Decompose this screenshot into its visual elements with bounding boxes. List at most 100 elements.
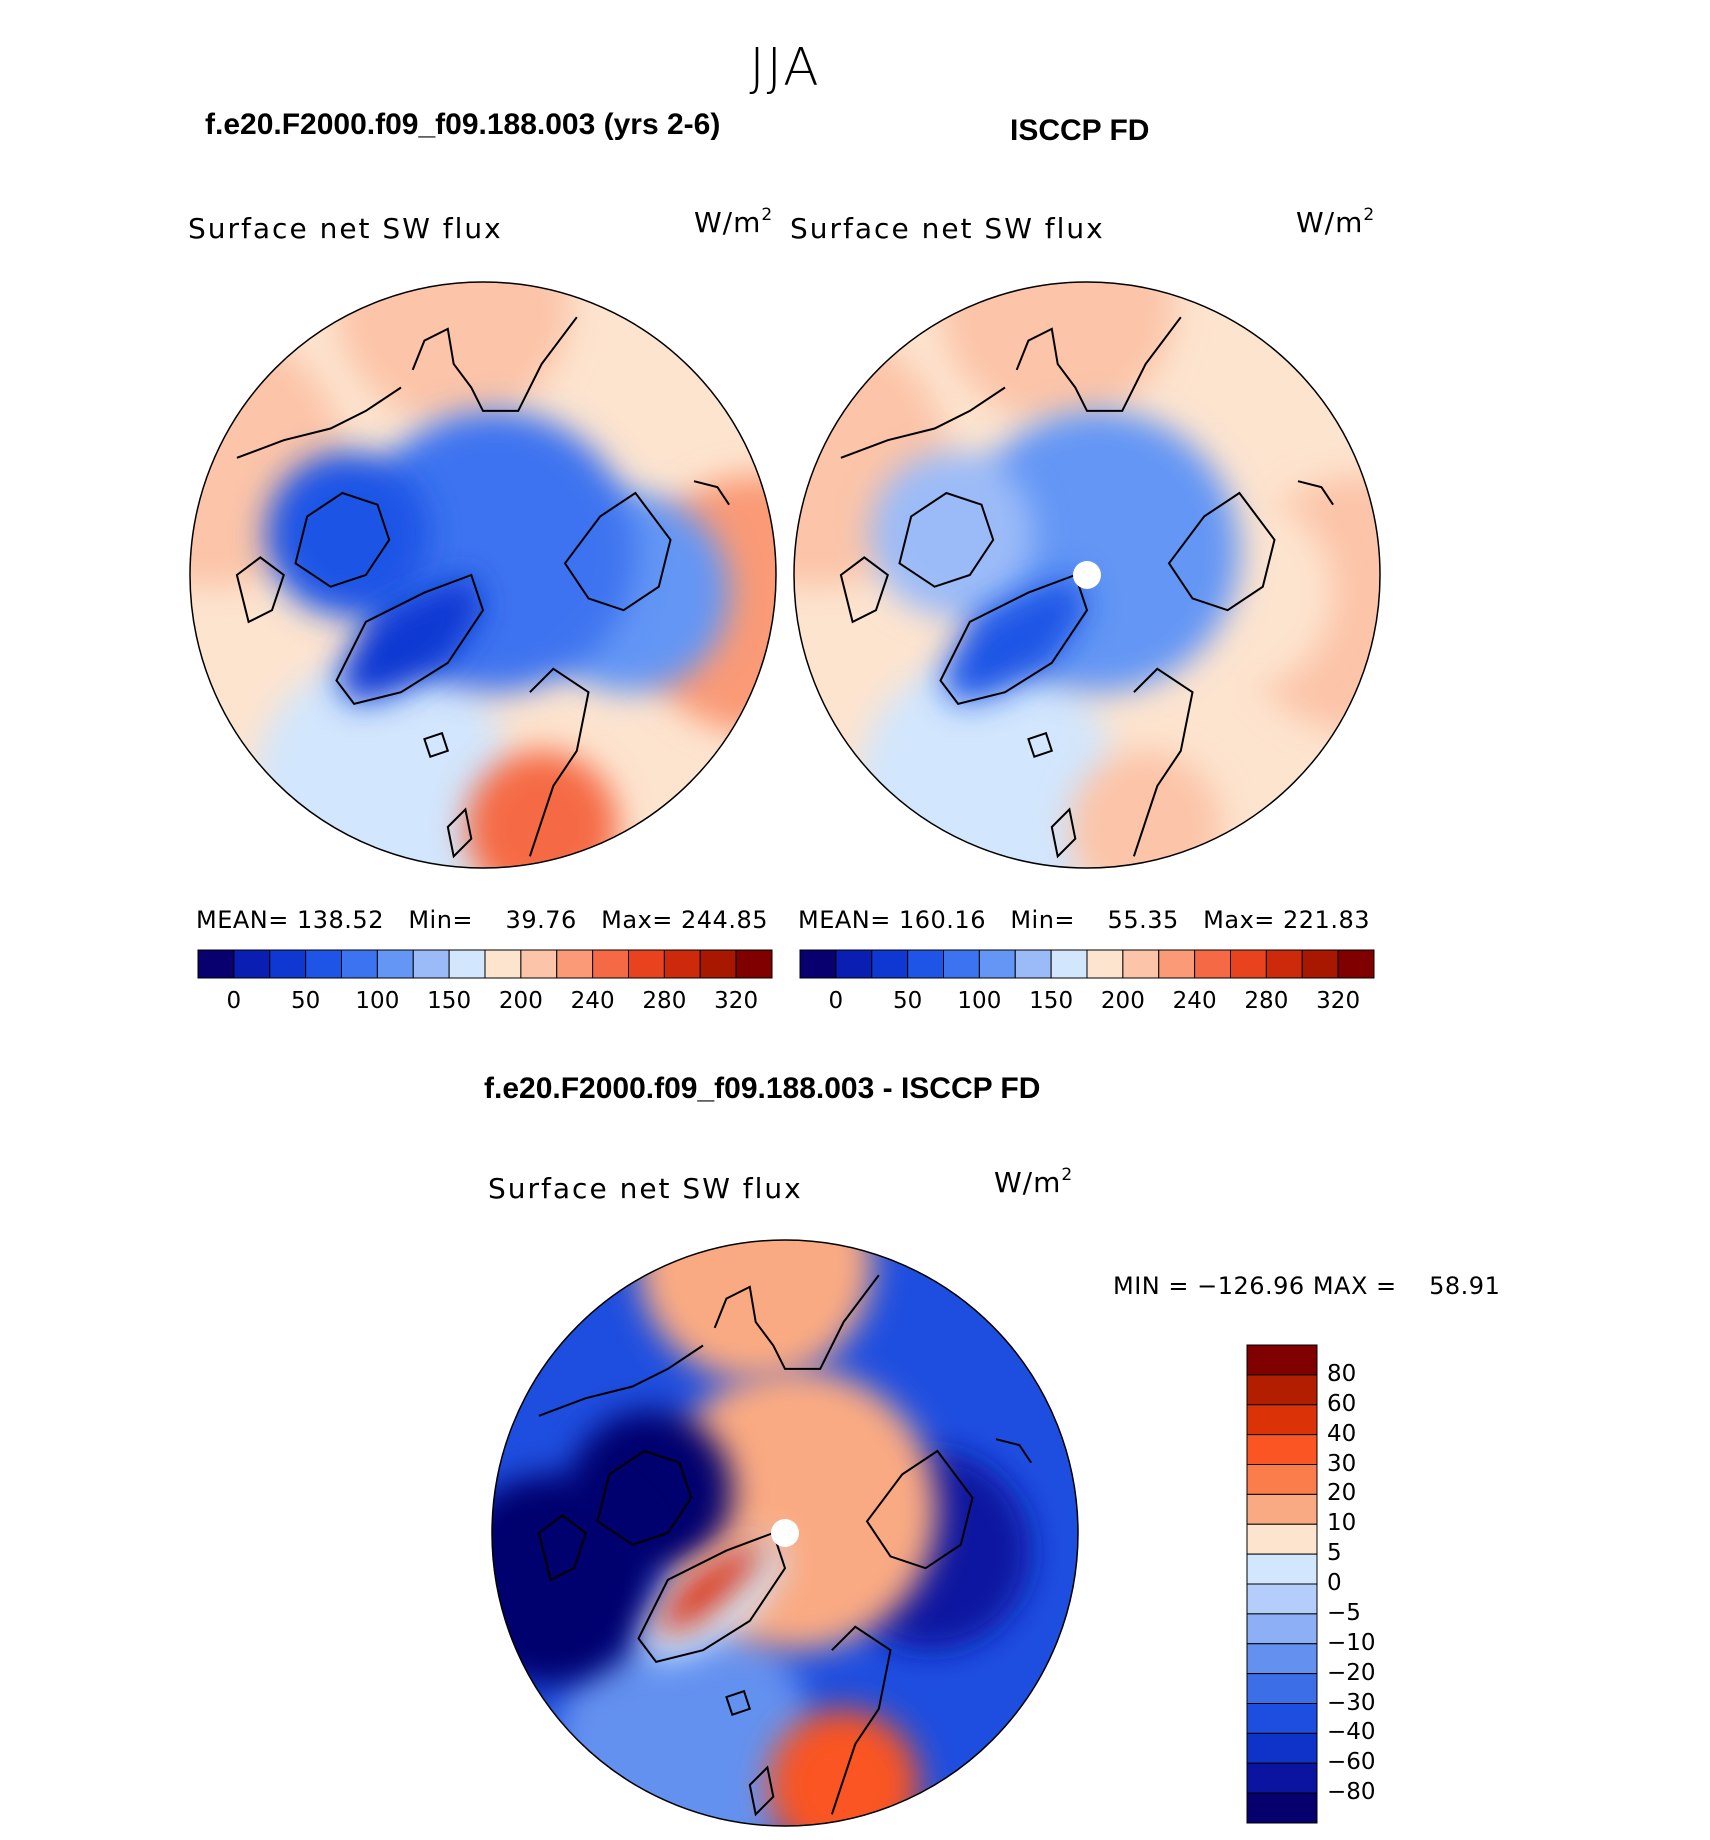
coastline-3 xyxy=(235,556,285,624)
region-greenland xyxy=(336,575,483,704)
colorbar-tick-label: 80 xyxy=(1327,1360,1357,1387)
colorbar-tick-label: 100 xyxy=(355,988,400,1014)
colorbar-swatch xyxy=(520,949,558,979)
coastline-9 xyxy=(995,1438,1032,1464)
diff-units-exp: 2 xyxy=(1061,1164,1074,1185)
colorbar-tick-label: −40 xyxy=(1327,1719,1376,1746)
colorbar-tick-label: 60 xyxy=(1327,1390,1357,1417)
coastline-3 xyxy=(537,1514,587,1582)
coastline-8 xyxy=(1027,731,1054,758)
panel2-units: W/m2 xyxy=(1296,205,1375,239)
colorbar-tick-label: 100 xyxy=(957,988,1002,1014)
coastline-8 xyxy=(725,1689,752,1716)
colorbar-swatch xyxy=(233,949,271,979)
colorbar-swatch xyxy=(592,949,629,979)
colorbar-swatch xyxy=(735,949,773,979)
colorbar-swatch xyxy=(978,949,1016,979)
colorbar-tick-label: 150 xyxy=(1029,988,1074,1014)
coastline-9 xyxy=(1297,480,1334,506)
colorbar-swatch xyxy=(1246,1523,1318,1555)
colorbar-swatch xyxy=(197,949,235,979)
colorbar-swatch xyxy=(663,949,701,979)
colorbar-swatch xyxy=(1246,1404,1318,1436)
colorbar-swatch xyxy=(1246,1673,1318,1704)
region-scandinavia xyxy=(465,750,618,868)
diff-variable-label: Surface net SW flux xyxy=(488,1172,803,1205)
colorbar-tick-label: 40 xyxy=(1327,1420,1357,1447)
colorbar-tick-label: 5 xyxy=(1327,1540,1342,1567)
region-greenland xyxy=(940,575,1087,704)
colorbar-swatch xyxy=(907,949,944,979)
colorbar-tick-label: 20 xyxy=(1327,1480,1357,1507)
coastline-7 xyxy=(446,807,473,859)
region-canadian-archipelago xyxy=(266,451,431,617)
colorbar-swatches xyxy=(1246,1344,1318,1824)
diff-units-base: W/m xyxy=(994,1166,1062,1199)
colorbar-swatch xyxy=(1246,1434,1318,1465)
diff-map xyxy=(491,1239,1079,1827)
colorbar-swatch xyxy=(412,949,450,979)
coastline-5 xyxy=(563,491,672,612)
colorbar-tick-label: 30 xyxy=(1327,1450,1357,1477)
coastline-1 xyxy=(236,386,402,459)
colorbar-swatch xyxy=(628,949,665,979)
colorbar-swatch xyxy=(943,949,980,979)
panel2-colorbar: 0 50 100 150 200 240 280 320 xyxy=(799,949,1375,1030)
diff-colorbar: 80 60 40 30 20 10 5 0 −5 −10 −20 −30 −40 −60 −80 xyxy=(1246,1344,1387,1827)
panel1-map xyxy=(189,281,777,869)
colorbar-swatch xyxy=(1014,949,1052,979)
colorbar-swatch xyxy=(1246,1792,1318,1824)
coastline-4 xyxy=(939,573,1089,706)
colorbar-swatch xyxy=(341,949,378,979)
coastline-1 xyxy=(840,386,1006,459)
diff-units: W/m2 xyxy=(994,1164,1074,1199)
coastline-4 xyxy=(335,573,485,706)
coastline-3 xyxy=(839,556,889,624)
colorbar-tick-label: 320 xyxy=(714,988,759,1014)
region-scandinavia xyxy=(1069,750,1222,868)
colorbar-tick-label: −60 xyxy=(1327,1749,1376,1776)
colorbar-tick-label: 200 xyxy=(1100,988,1145,1014)
coastline-2 xyxy=(596,1449,693,1546)
coastline-5 xyxy=(865,1449,974,1570)
colorbar-swatch xyxy=(1246,1613,1318,1645)
colorbar-tick-label: 0 xyxy=(1327,1570,1342,1596)
colorbar-swatch xyxy=(305,949,342,979)
coastline-6 xyxy=(1132,667,1194,857)
map-border xyxy=(189,281,777,869)
colorbar-swatch xyxy=(1246,1553,1318,1585)
colorbar-swatch xyxy=(1246,1703,1318,1734)
colorbar-swatches xyxy=(799,949,1375,979)
colorbar-swatch xyxy=(556,949,594,979)
coastline-0 xyxy=(411,316,578,412)
colorbar-swatch xyxy=(1246,1464,1318,1495)
pole-mask xyxy=(771,1519,799,1547)
colorbar-swatch xyxy=(1246,1762,1318,1794)
colorbar-swatch xyxy=(376,949,414,979)
season-title: JJA xyxy=(749,38,821,98)
colorbar-swatch xyxy=(699,949,737,979)
colorbar-tick-label: 10 xyxy=(1327,1510,1357,1537)
coastline-6 xyxy=(528,667,590,857)
panel2-map xyxy=(793,281,1381,869)
colorbar-swatch xyxy=(1246,1643,1318,1675)
colorbar-tick-label: 200 xyxy=(498,988,543,1014)
colorbar-swatch xyxy=(484,949,522,979)
colorbar-tick-label: 0 xyxy=(226,988,242,1014)
region-north-pacific xyxy=(336,282,571,423)
coastline-4 xyxy=(637,1531,787,1664)
panel1-stats: MEAN= 138.52 Min= 39.76 Max= 244.85 xyxy=(196,906,768,934)
coastline-0 xyxy=(713,1274,880,1370)
colorbar-swatch xyxy=(1158,949,1196,979)
region-greenland-coast xyxy=(650,1544,768,1633)
colorbar-tick-label: 240 xyxy=(1172,988,1217,1014)
map-border xyxy=(793,281,1381,869)
colorbar-tick-label: 240 xyxy=(570,988,615,1014)
colorbar-tick-label: 50 xyxy=(290,988,321,1014)
colorbar-swatches xyxy=(197,949,773,979)
panel1-title: f.e20.F2000.f09_f09.188.003 (yrs 2-6) xyxy=(205,108,721,141)
colorbar-swatch xyxy=(1122,949,1160,979)
diff-stats: MIN = −126.96 MAX = 58.91 xyxy=(1113,1272,1501,1300)
panel1-units-base: W/m xyxy=(694,206,762,239)
coastline-5 xyxy=(1167,491,1276,612)
